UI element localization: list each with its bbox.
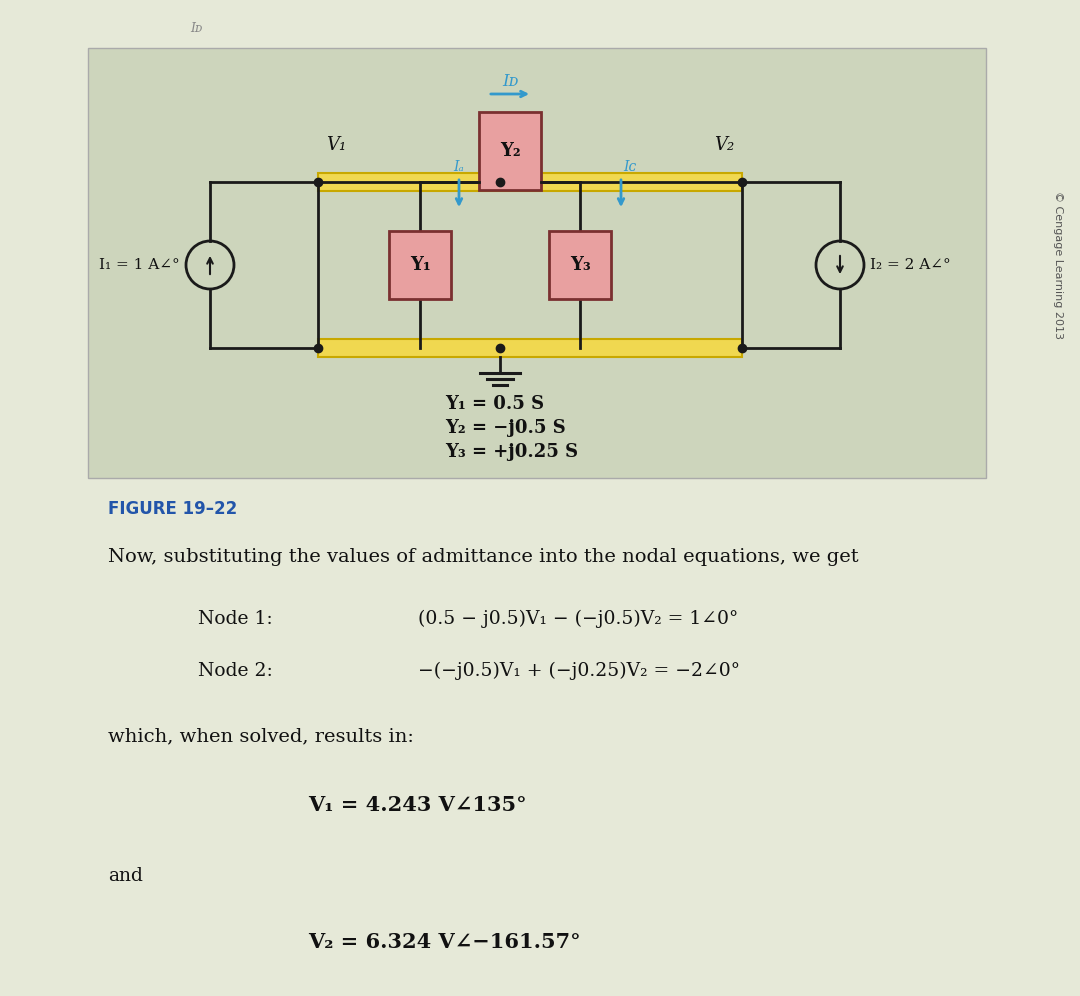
FancyBboxPatch shape [480,112,541,190]
Text: Iᴅ: Iᴅ [502,73,518,90]
Text: Y₂: Y₂ [500,142,521,160]
FancyBboxPatch shape [549,231,611,299]
Text: which, when solved, results in:: which, when solved, results in: [108,727,414,745]
Text: Y₃ = +j0.25 S: Y₃ = +j0.25 S [445,443,578,461]
Text: Now, substituting the values of admittance into the nodal equations, we get: Now, substituting the values of admittan… [108,548,859,566]
Text: © Cengage Learning 2013: © Cengage Learning 2013 [1053,191,1063,339]
Text: −(−j0.5)V₁ + (−j0.25)V₂ = −2∠0°: −(−j0.5)V₁ + (−j0.25)V₂ = −2∠0° [418,662,740,680]
Text: Y₁: Y₁ [409,256,430,274]
Text: V₁: V₁ [326,136,347,154]
Text: V₂: V₂ [714,136,734,154]
Text: FIGURE 19–22: FIGURE 19–22 [108,500,238,518]
Text: I₁ = 1 A∠°: I₁ = 1 A∠° [99,258,180,272]
FancyBboxPatch shape [87,48,986,478]
FancyBboxPatch shape [318,173,742,191]
Text: (0.5 − j0.5)V₁ − (−j0.5)V₂ = 1∠0°: (0.5 − j0.5)V₁ − (−j0.5)V₂ = 1∠0° [418,610,739,628]
FancyBboxPatch shape [389,231,451,299]
Text: Node 1:: Node 1: [198,610,272,628]
Text: Iᴄ: Iᴄ [623,160,636,174]
Text: I₂ = 2 A∠°: I₂ = 2 A∠° [870,258,950,272]
Text: and: and [108,867,143,885]
Text: Iᴅ: Iᴅ [190,22,202,35]
Text: Iₐ: Iₐ [454,160,464,174]
Text: Node 2:: Node 2: [198,662,273,680]
Text: V₂ = 6.324 V∠−161.57°: V₂ = 6.324 V∠−161.57° [308,932,581,952]
Text: Y₁ = 0.5 S: Y₁ = 0.5 S [445,395,544,413]
Text: Y₂ = −j0.5 S: Y₂ = −j0.5 S [445,419,566,437]
Text: Y₃: Y₃ [569,256,591,274]
FancyBboxPatch shape [318,339,742,357]
Text: V₁ = 4.243 V∠135°: V₁ = 4.243 V∠135° [308,795,527,815]
